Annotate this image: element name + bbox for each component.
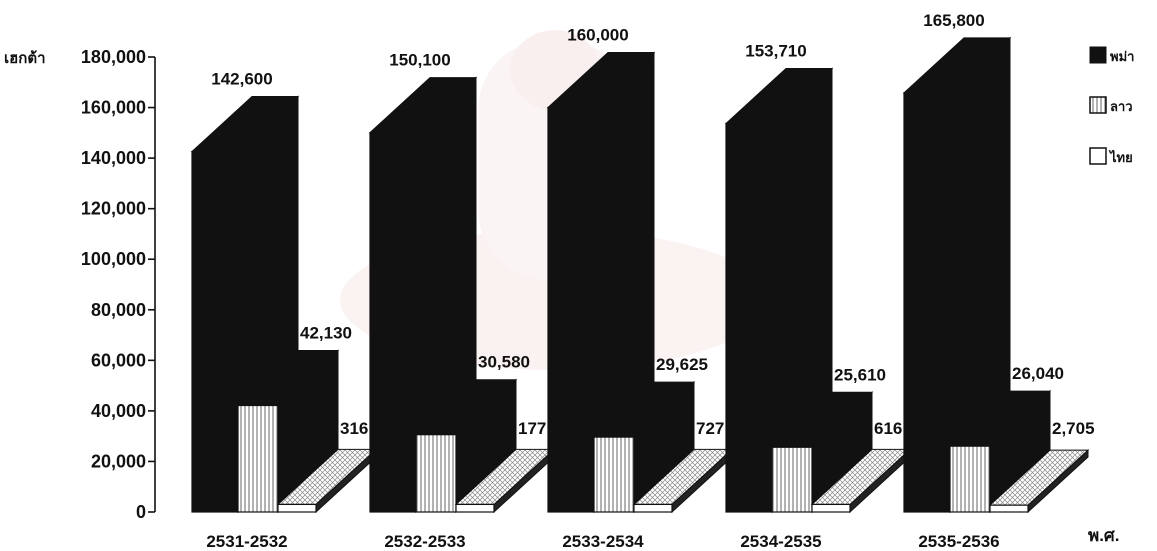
y-tick-label: 100,000	[81, 249, 146, 269]
value-label-laos: 30,580	[478, 353, 530, 372]
value-label-laos: 29,625	[656, 355, 708, 374]
x-tick-label: 2533-2534	[562, 532, 644, 551]
value-label-laos: 25,610	[834, 365, 886, 384]
legend-item-laos: ลาว	[1089, 96, 1133, 114]
value-label-laos: 42,130	[300, 324, 352, 343]
bar-front-face	[725, 122, 773, 513]
value-label-burma: 150,100	[389, 51, 450, 70]
legend-label-thailand: ไทย	[1108, 149, 1133, 165]
legend-swatch-laos	[1089, 96, 1107, 114]
bar-front-face	[989, 504, 1029, 513]
x-axis-labels: 2531-2532 2532-2533 2533-2534 2534-2535 2535…	[206, 532, 999, 551]
bar-laos	[592, 380, 696, 514]
value-label-burma: 160,000	[567, 26, 628, 45]
value-label-thailand: 727	[696, 419, 724, 438]
bar-burma	[724, 67, 834, 514]
value-labels: 142,600 42,130 316 150,100 30,580 177 160,000 2…	[211, 11, 1094, 438]
y-tick-label: 40,000	[91, 401, 146, 421]
x-axis-title: พ.ศ.	[1088, 526, 1119, 545]
bar-burma	[902, 36, 1012, 514]
x-tick-label: 2534-2535	[740, 532, 821, 551]
y-tick-label: 160,000	[81, 98, 146, 118]
y-tick-label: 60,000	[91, 350, 146, 370]
y-tick-label: 120,000	[81, 199, 146, 219]
bar-front-face	[633, 503, 673, 513]
bar-thailand	[810, 448, 912, 514]
bar-front-face	[455, 503, 495, 513]
value-label-thailand: 177	[518, 419, 546, 438]
legend-swatch-thailand	[1089, 147, 1107, 165]
legend-item-thailand: ไทย	[1089, 147, 1133, 165]
legend-label-laos: ลาว	[1110, 99, 1133, 114]
y-tick-label: 0	[136, 502, 146, 522]
bars	[190, 36, 1090, 514]
legend-swatch-burma	[1089, 46, 1107, 64]
bar-laos	[414, 378, 518, 514]
bar-laos	[236, 349, 340, 514]
bar-front-face	[277, 503, 317, 513]
y-tick-label: 80,000	[91, 300, 146, 320]
bar-front-face	[949, 445, 991, 513]
value-label-thailand: 616	[874, 419, 902, 438]
bar-group	[546, 51, 734, 514]
bar-front-face	[369, 131, 417, 513]
x-tick-label: 2532-2533	[384, 532, 465, 551]
value-label-thailand: 316	[340, 419, 368, 438]
y-tick-label: 180,000	[81, 47, 146, 67]
bar-front-face	[191, 150, 239, 513]
bar-front-face	[237, 404, 279, 513]
legend: พม่า ลาว ไทย	[1089, 46, 1134, 165]
bar-front-face	[593, 436, 635, 513]
value-label-burma: 142,600	[211, 70, 272, 89]
bar-front-face	[547, 106, 595, 513]
value-label-laos: 26,040	[1012, 364, 1064, 383]
bar-front-face	[415, 434, 457, 513]
bar-group	[190, 95, 378, 514]
bar-thailand	[988, 449, 1090, 514]
x-tick-label: 2531-2532	[206, 532, 287, 551]
bar-front-face	[903, 92, 951, 513]
bar-thailand	[276, 448, 378, 514]
legend-label-burma: พม่า	[1110, 49, 1134, 64]
value-label-thailand: 2,705	[1052, 419, 1095, 438]
bar-group	[724, 67, 912, 514]
bar-laos	[770, 391, 874, 514]
legend-item-burma: พม่า	[1089, 46, 1134, 64]
bar-laos	[948, 390, 1052, 514]
bar-group	[902, 36, 1090, 514]
y-tick-label: 140,000	[81, 148, 146, 168]
bar-front-face	[771, 446, 813, 513]
y-axis: 0 20,000 40,000 60,000 80,000 100,000 120,000 1…	[81, 47, 156, 522]
bar-thailand	[632, 448, 734, 514]
x-tick-label: 2535-2536	[918, 532, 999, 551]
value-label-burma: 153,710	[745, 41, 806, 60]
value-label-burma: 165,800	[923, 11, 984, 30]
bar-group	[368, 76, 556, 514]
bar-front-face	[811, 503, 851, 513]
y-tick-label: 20,000	[91, 451, 146, 471]
bar-burma	[368, 76, 478, 514]
y-axis-title: เฮกต้า	[4, 50, 46, 67]
